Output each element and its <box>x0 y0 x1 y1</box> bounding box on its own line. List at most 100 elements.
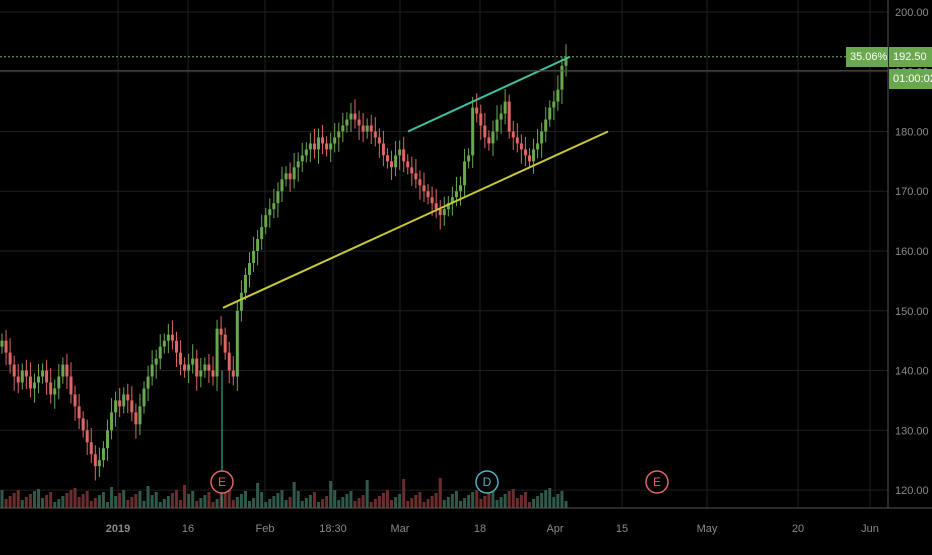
volume-bar <box>191 491 195 508</box>
volume-bar <box>296 491 300 508</box>
volume-bar <box>471 492 475 508</box>
candle-body <box>231 370 235 377</box>
volume-bar <box>556 494 560 508</box>
volume-bar <box>540 493 544 508</box>
candle-body <box>284 173 288 180</box>
volume-bar <box>146 486 150 508</box>
volume-bar <box>130 497 134 508</box>
volume-bar <box>312 492 316 508</box>
volume-bar <box>390 500 394 508</box>
y-tick-label: 150.00 <box>895 306 929 318</box>
candle-body <box>325 143 329 150</box>
x-tick-label: 15 <box>616 523 628 535</box>
candle-body <box>97 460 101 467</box>
candle-body <box>105 430 109 449</box>
candle-body <box>215 328 219 377</box>
candle-body <box>479 113 483 126</box>
candle-body <box>422 185 426 192</box>
volume-bar <box>199 498 203 508</box>
volume-bar <box>32 491 36 508</box>
volume-bar <box>28 494 32 508</box>
candle-body <box>191 358 195 365</box>
candle-body <box>333 137 337 144</box>
volume-bar <box>503 494 507 508</box>
volume-bar <box>4 499 8 508</box>
candle-body <box>511 131 515 138</box>
volume-bar <box>134 494 138 508</box>
candle-body <box>239 292 243 311</box>
volume-bar <box>272 496 276 508</box>
candle-body <box>308 143 312 150</box>
candle-body <box>394 155 398 168</box>
volume-bar <box>256 483 260 508</box>
volume-bar <box>495 500 499 508</box>
candle-body <box>252 251 256 263</box>
candle-body <box>390 161 394 168</box>
candle-body <box>341 125 345 132</box>
candle-body <box>118 400 122 407</box>
candle-body <box>312 143 316 150</box>
volume-bar <box>483 496 487 508</box>
volume-bar <box>410 498 414 508</box>
volume-bar <box>248 501 252 508</box>
event-marker <box>210 470 234 494</box>
volume-bar <box>118 493 122 508</box>
candle-body <box>93 454 97 467</box>
candle-body <box>166 334 170 341</box>
volume-bar <box>69 490 73 508</box>
volume-bar <box>8 496 12 508</box>
volume-bar <box>406 501 410 508</box>
candle-body <box>65 364 69 377</box>
volume-bar <box>333 490 337 508</box>
candle-body <box>45 370 49 383</box>
y-tick-label: 140.00 <box>895 366 929 378</box>
volume-bar <box>138 491 142 508</box>
candle-body <box>32 382 36 389</box>
candle-body <box>337 131 341 138</box>
volume-bar <box>422 502 426 508</box>
volume-bar <box>394 497 398 508</box>
event-marker <box>645 470 669 494</box>
volume-bar <box>385 490 389 508</box>
candle-body <box>536 143 540 150</box>
y-tick-label: 130.00 <box>895 425 929 437</box>
volume-bar <box>93 498 97 508</box>
volume-bar <box>418 492 422 508</box>
candle-body <box>491 131 495 144</box>
x-tick-label: Feb <box>256 523 275 535</box>
change-percent-badge: 35.06% <box>846 46 888 67</box>
x-tick-label: 20 <box>792 523 804 535</box>
volume-bar <box>65 493 69 508</box>
candle-body <box>146 376 150 389</box>
volume-bar <box>53 502 57 508</box>
candle-body <box>361 125 365 132</box>
candle-body <box>329 143 333 150</box>
x-tick-label: Mar <box>391 523 410 535</box>
volume-bar <box>154 492 158 508</box>
time-axis[interactable]: 2019 16 Feb 18:30 Mar 18 Apr 15 May 20 Jun <box>0 507 932 535</box>
trendlines[interactable] <box>0 55 888 309</box>
volume-bar <box>438 478 442 508</box>
candle-body <box>142 388 146 407</box>
candle-body <box>170 334 174 341</box>
volume-bar <box>426 499 430 508</box>
volume-bar <box>105 502 109 508</box>
candle-body <box>203 364 207 371</box>
volume-bar <box>316 502 320 508</box>
candle-body <box>256 239 260 252</box>
volume-bar <box>207 492 211 508</box>
volume-bar <box>523 492 527 508</box>
volume-bar <box>223 493 227 508</box>
candle-body <box>316 137 320 150</box>
candle-body <box>410 167 414 174</box>
candle-body <box>398 149 402 156</box>
volume-bar <box>211 502 215 508</box>
candle-body <box>503 101 507 114</box>
candle-body <box>483 125 487 138</box>
candle-body <box>467 155 471 162</box>
volume-bar <box>402 479 406 508</box>
candle-body <box>174 340 178 353</box>
